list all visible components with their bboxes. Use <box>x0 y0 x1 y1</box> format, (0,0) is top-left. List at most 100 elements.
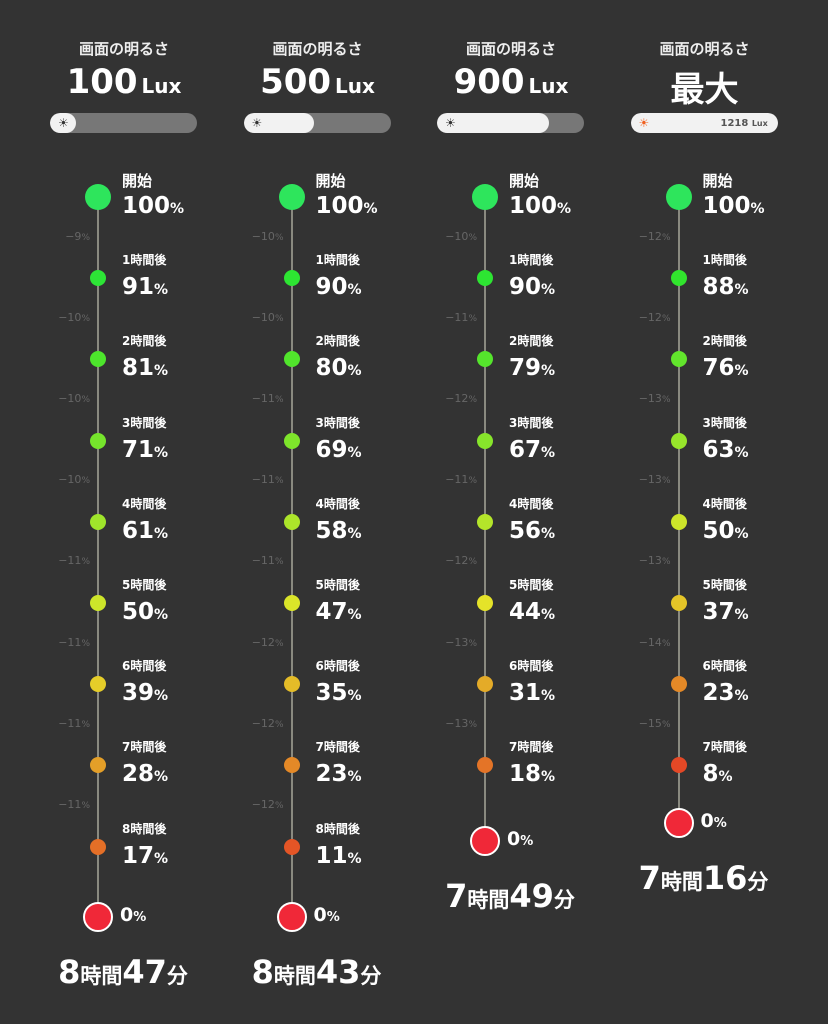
percent-unit: % <box>363 201 378 217</box>
step-percent: 91% <box>122 274 168 300</box>
percent-unit: % <box>347 850 362 867</box>
drop-label: −13% <box>445 636 477 649</box>
percent-value: 81 <box>122 355 155 382</box>
percent-value: 35 <box>315 680 348 707</box>
step-label: 7時間後 <box>702 740 747 755</box>
drop-unit: % <box>661 476 671 487</box>
step-percent: 61% <box>122 518 168 544</box>
drop-unit: % <box>81 719 90 730</box>
step-dot <box>283 838 300 855</box>
step-percent: 58% <box>316 518 362 544</box>
brightness-value: 900 Lux <box>454 62 569 102</box>
percent-value: 90 <box>315 274 348 301</box>
step-dot <box>670 757 687 774</box>
slider-fill <box>243 113 315 133</box>
percent-value: 61 <box>122 517 155 544</box>
step-dot <box>90 513 106 530</box>
percent-unit: % <box>154 688 169 705</box>
step-percent: 80% <box>316 355 362 381</box>
end-percent: 0% <box>120 904 146 926</box>
drop-value: −13 <box>638 392 662 405</box>
duration: 8時間43分 <box>252 953 382 991</box>
drop-unit: % <box>468 232 477 243</box>
step-dot <box>477 676 493 693</box>
percent-value: 39 <box>122 680 155 707</box>
minute-unit: 分 <box>166 963 188 988</box>
step-label: 6時間後 <box>509 659 554 674</box>
percent-unit: % <box>347 525 362 542</box>
step-dot <box>283 595 300 611</box>
percent-unit: % <box>347 688 362 705</box>
percent-unit: % <box>734 282 749 299</box>
step-label: 2時間後 <box>702 334 747 349</box>
end-percent: 0% <box>314 904 340 926</box>
percent-value: 90 <box>509 274 542 301</box>
drop-value: −11 <box>445 473 469 487</box>
drop-label: −12% <box>252 636 284 649</box>
step-percent: 8% <box>703 761 733 787</box>
percent-value: 91 <box>122 274 155 301</box>
drop-unit: % <box>274 801 284 811</box>
value: 最大 <box>670 70 739 110</box>
brightness-value: 500 Lux <box>260 62 375 102</box>
percent-unit: % <box>347 607 362 623</box>
step-label: 5時間後 <box>702 578 747 592</box>
unit: Lux <box>141 74 182 98</box>
step-label: 8時間後 <box>315 821 360 836</box>
drop-unit: % <box>81 313 90 324</box>
percent-value: 23 <box>702 680 735 707</box>
brightness-value: 100 Lux <box>67 62 182 102</box>
end-value: 0 <box>700 810 714 833</box>
drop-value: −13 <box>638 473 662 487</box>
step-dot <box>90 432 106 449</box>
slider-label: 1218 Lux <box>721 118 768 129</box>
step-label: 5時間後 <box>509 578 554 592</box>
step-dot <box>283 432 300 449</box>
drop-value: −12 <box>445 392 469 405</box>
step-dot <box>85 184 111 210</box>
step-dot <box>472 184 498 210</box>
step-label: 3時間後 <box>122 415 167 430</box>
percent-value: 79 <box>509 355 542 382</box>
brightness-label: 画面の明るさ <box>465 40 557 58</box>
drop-value: −10 <box>58 473 82 487</box>
percent-value: 100 <box>509 193 558 219</box>
brightness-slider <box>243 113 391 133</box>
brightness-label: 画面の明るさ <box>272 40 363 58</box>
drop-unit: % <box>468 313 477 324</box>
drop-value: −12 <box>638 310 662 324</box>
duration: 7時間16分 <box>639 859 769 897</box>
brightness-slider <box>630 113 778 133</box>
drop-value: −11 <box>251 392 275 405</box>
drop-unit: % <box>81 557 90 568</box>
step-percent: 44% <box>509 599 555 625</box>
brightness-slider <box>437 113 584 133</box>
drop-unit: % <box>468 395 477 405</box>
percent-value: 100 <box>122 193 171 219</box>
step-dot <box>477 351 493 368</box>
end-value: 0 <box>507 828 521 851</box>
percent-value: 18 <box>509 761 542 788</box>
hours: 7 <box>638 859 661 898</box>
sun-icon: ☀ <box>251 116 263 130</box>
step-percent: 81% <box>122 355 168 381</box>
drop-label: −12% <box>639 230 671 243</box>
step-percent: 56% <box>509 518 555 544</box>
drop-value: −13 <box>445 716 469 730</box>
step-dot <box>477 432 493 449</box>
duration: 8時間47分 <box>58 953 188 991</box>
slider-fill <box>437 113 549 133</box>
drop-value: −10 <box>58 392 82 405</box>
step-dot <box>670 513 687 530</box>
end-percent: 0% <box>507 828 533 850</box>
minutes: 49 <box>509 877 554 916</box>
step-label: 8時間後 <box>122 821 167 836</box>
step-label: 5時間後 <box>315 578 360 592</box>
percent-unit: % <box>154 363 169 380</box>
step-dot <box>90 676 106 693</box>
step-percent: 90% <box>509 274 555 300</box>
step-percent: 100% <box>509 193 571 219</box>
minutes: 43 <box>315 952 361 991</box>
percent-value: 69 <box>315 436 348 463</box>
percent-unit: % <box>347 282 362 299</box>
